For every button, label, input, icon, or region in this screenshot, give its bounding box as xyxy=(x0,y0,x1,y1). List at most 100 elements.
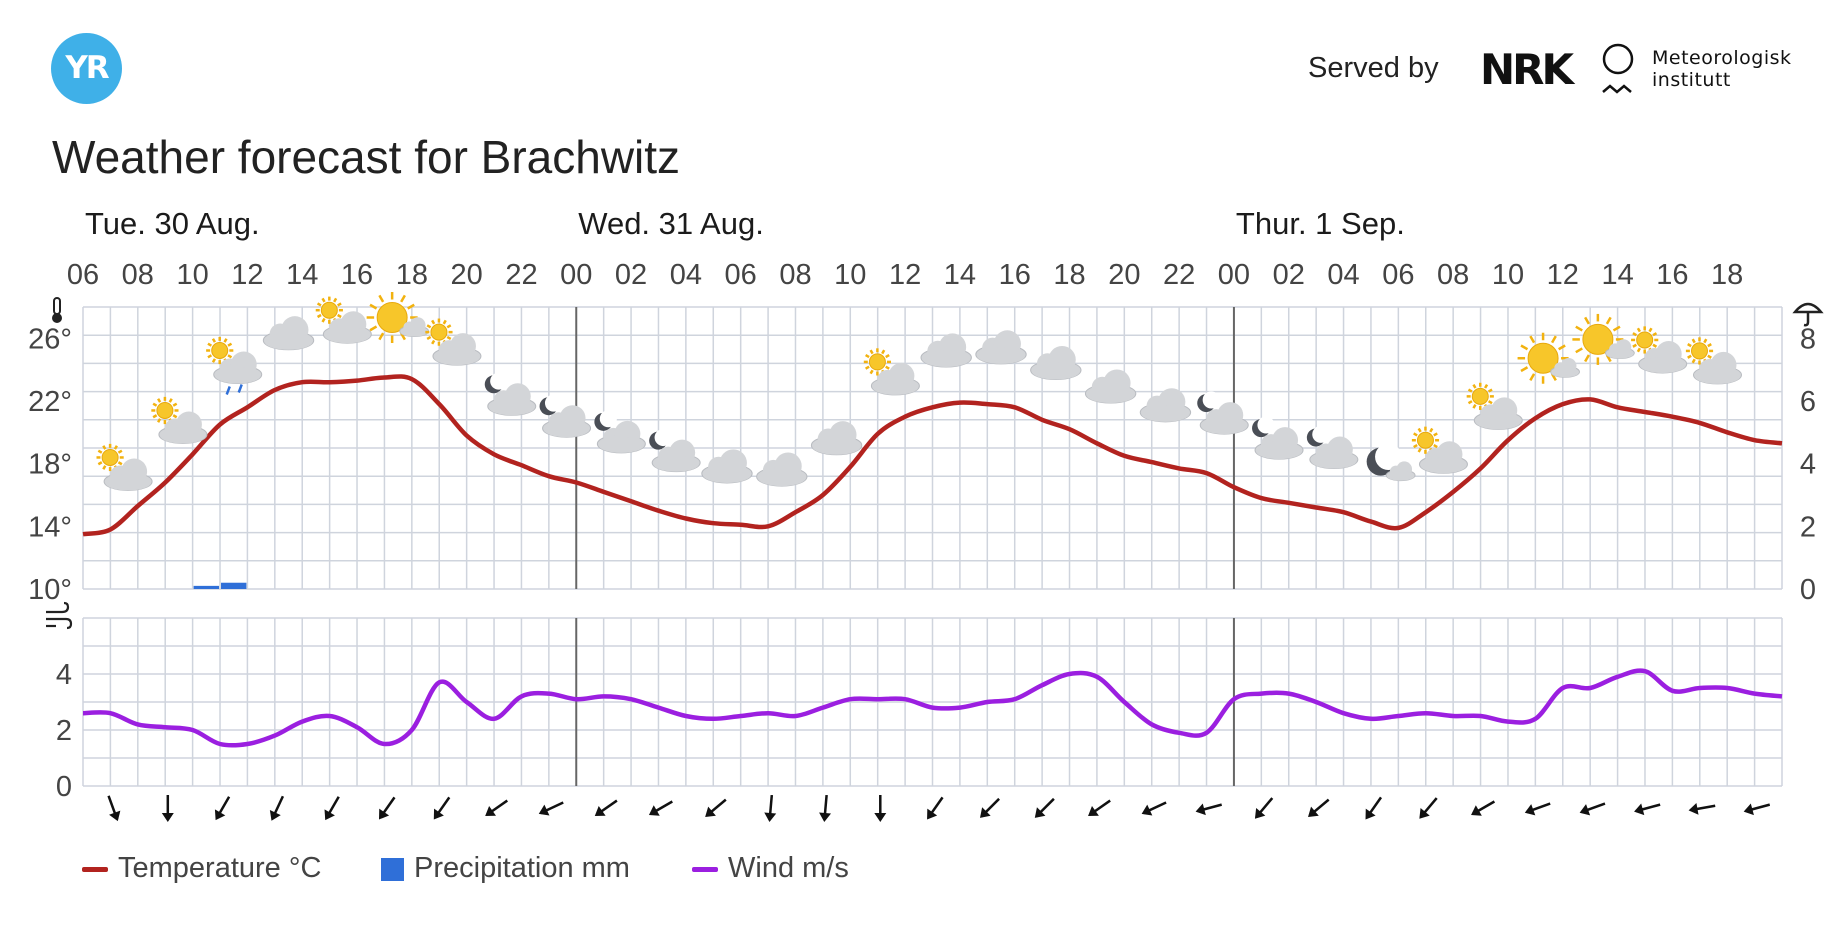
hour-tick-label: 04 xyxy=(1327,259,1359,291)
wind-direction-arrow-icon xyxy=(1141,801,1167,816)
wind-line xyxy=(82,668,1783,748)
partly-cloudy-night-icon xyxy=(649,428,701,473)
hour-tick-label: 04 xyxy=(670,259,702,291)
day-label: Wed. 31 Aug. xyxy=(578,206,764,241)
met-institute-logo-icon[interactable] xyxy=(1600,42,1640,98)
hour-tick-label: 14 xyxy=(944,259,976,291)
thermometer-icon xyxy=(52,297,62,323)
partly-cloudy-day-icon xyxy=(1685,337,1742,385)
cloudy-icon xyxy=(1084,369,1137,404)
met-name-line1: Meteorologisk xyxy=(1652,47,1792,69)
wind-direction-arrow-icon xyxy=(648,800,673,816)
wind-direction-arrow-icon xyxy=(379,796,396,820)
partly-cloudy-night-icon xyxy=(1306,425,1359,470)
wind-axis-label: 4 xyxy=(56,659,72,691)
hour-tick-label: 12 xyxy=(889,259,921,291)
precipitation-axis-label: 0 xyxy=(1800,574,1816,606)
wind-direction-arrow-icon xyxy=(764,794,777,822)
wind-direction-arrow-icon xyxy=(1524,802,1551,816)
wind-direction-arrow-icon xyxy=(874,795,887,822)
wind-direction-arrow-icon xyxy=(433,796,451,820)
wind-direction-arrow-icon xyxy=(107,795,121,822)
partly-cloudy-day-icon xyxy=(151,396,208,444)
cloudy-icon xyxy=(810,421,863,456)
partly-cloudy-day-icon xyxy=(1466,382,1523,430)
partly-cloudy-night-icon xyxy=(1197,391,1249,435)
cloudy-icon xyxy=(1139,388,1192,423)
wind-direction-arrow-icon xyxy=(485,799,509,817)
wind-direction-arrow-icon xyxy=(1743,803,1771,816)
hour-tick-label: 18 xyxy=(396,259,428,291)
hour-tick-label: 06 xyxy=(67,259,99,291)
hour-tick-label: 08 xyxy=(122,259,154,291)
met-name-line2: institutt xyxy=(1652,69,1731,91)
precipitation-axis-label: 6 xyxy=(1800,386,1816,418)
umbrella-icon xyxy=(1792,302,1824,327)
hour-tick-label: 18 xyxy=(1711,259,1743,291)
hour-tick-label: 18 xyxy=(1053,259,1085,291)
nrk-logo[interactable]: NRK xyxy=(1480,50,1576,88)
wind-direction-arrow-icon xyxy=(269,795,285,821)
hour-tick-label: 16 xyxy=(999,259,1031,291)
hour-tick-label: 08 xyxy=(779,259,811,291)
hour-tick-label: 02 xyxy=(615,259,647,291)
wind-axis-label: 0 xyxy=(56,771,72,803)
legend-item-wind: Wind m/s xyxy=(692,852,849,885)
wind-direction-arrow-icon xyxy=(1254,797,1274,819)
hour-tick-label: 00 xyxy=(1218,259,1250,291)
chart-grid xyxy=(82,306,1783,787)
temperature-axis-label: 14° xyxy=(28,511,72,543)
precipitation-axis-label: 4 xyxy=(1800,449,1816,481)
cloudy-icon xyxy=(701,449,753,484)
temperature-axis-label: 18° xyxy=(28,449,72,481)
day-label: Tue. 30 Aug. xyxy=(85,206,260,241)
hour-tick-label: 14 xyxy=(286,259,318,291)
wind-direction-arrow-icon xyxy=(819,794,832,822)
hour-tick-label: 06 xyxy=(725,259,757,291)
hour-tick-label: 06 xyxy=(1382,259,1414,291)
wind-direction-arrow-icon xyxy=(1088,799,1111,817)
wind-direction-arrow-icon xyxy=(1419,797,1438,819)
wind-direction-arrow-icon xyxy=(1034,797,1055,818)
precipitation-axis-label: 8 xyxy=(1800,323,1816,355)
wind-direction-arrow-icon xyxy=(1579,802,1606,816)
partly-cloudy-day-icon xyxy=(425,318,482,366)
legend-temperature-label: Temperature °C xyxy=(118,852,322,884)
forecast-chart: Tue. 30 Aug. Wed. 31 Aug. Thur. 1 Sep.06 08… xyxy=(28,206,1824,822)
hour-tick-label: 12 xyxy=(231,259,263,291)
partly-cloudy-day-icon xyxy=(315,296,372,344)
wind-direction-arrow-icon xyxy=(1634,803,1661,816)
temperature-line xyxy=(82,374,1783,537)
hour-tick-label: 10 xyxy=(834,259,866,291)
temperature-axis-label: 22° xyxy=(28,386,72,418)
met-institute-name[interactable]: Meteorologisk institutt xyxy=(1652,47,1792,91)
legend-wind-label: Wind m/s xyxy=(728,852,849,884)
legend-temperature-swatch xyxy=(82,866,108,872)
wind-direction-arrow-icon xyxy=(538,801,564,816)
wind-direction-arrow-icon xyxy=(980,797,1000,818)
cloudy-icon xyxy=(262,316,315,351)
hour-tick-label: 22 xyxy=(505,259,537,291)
fair-day-icon xyxy=(366,292,430,343)
legend-item-precipitation: Precipitation mm xyxy=(381,852,630,885)
wind-direction-arrow-icon xyxy=(214,796,231,821)
hour-tick-label: 02 xyxy=(1273,259,1305,291)
yr-logo-text: YR xyxy=(65,50,109,86)
light-rain-showers-icon xyxy=(206,336,263,395)
temperature-axis-label: 26° xyxy=(28,323,72,355)
precipitation-axis-label: 2 xyxy=(1800,511,1816,543)
wind-direction-arrow-icon xyxy=(324,796,340,821)
cloudy-icon xyxy=(756,452,808,487)
partly-cloudy-day-icon xyxy=(1631,326,1688,374)
hour-tick-label: 20 xyxy=(1108,259,1140,291)
fair-day-icon xyxy=(1572,313,1635,365)
wind-direction-arrow-icon xyxy=(1365,796,1383,820)
hour-tick-label: 10 xyxy=(1492,259,1524,291)
partly-cloudy-night-icon xyxy=(1252,416,1304,460)
wind-direction-arrow-icon xyxy=(1308,798,1330,817)
wind-axis-label: 2 xyxy=(56,715,72,747)
served-by-label: Served by xyxy=(1308,52,1439,84)
yr-logo[interactable]: YR xyxy=(51,33,122,104)
fair-night-icon xyxy=(1366,443,1416,482)
fair-day-icon xyxy=(1517,332,1580,384)
